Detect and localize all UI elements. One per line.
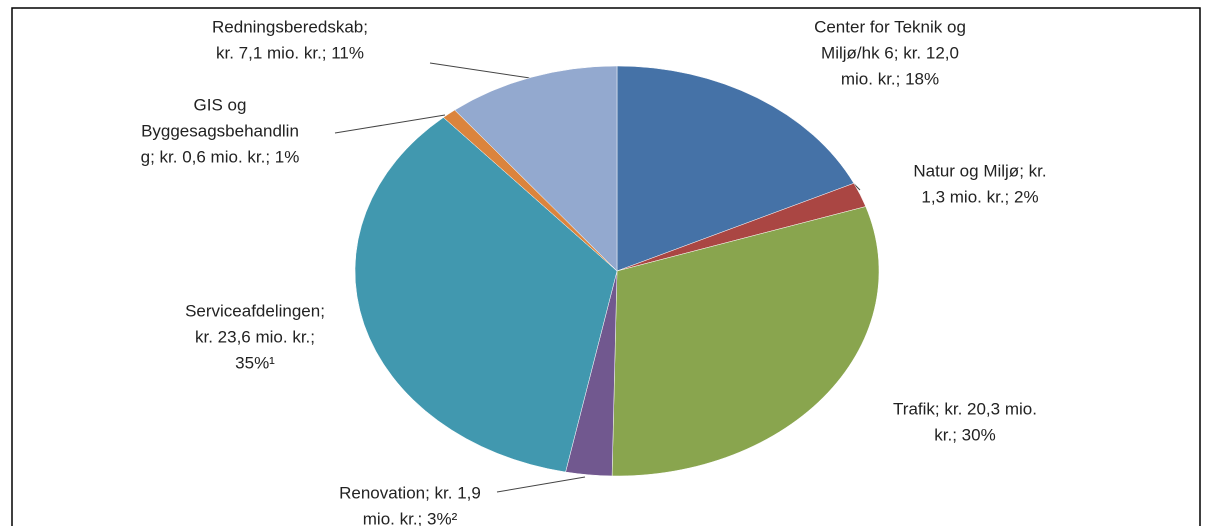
data-label: g; kr. 0,6 mio. kr.; 1% [141,147,300,166]
data-label: GIS og [194,95,247,114]
pie-slice [354,117,618,473]
data-label: 1,3 mio. kr.; 2% [921,187,1038,206]
pie-slice [454,65,618,272]
data-label: 35%¹ [235,353,275,372]
data-label: Center for Teknik og [814,17,966,36]
leader-line [496,476,586,493]
data-label: Serviceafdelingen; [185,301,325,320]
data-label: Trafik; kr. 20,3 mio. [893,399,1037,418]
data-label: kr. 23,6 mio. kr.; [195,327,315,346]
data-label: mio. kr.; 3%² [363,509,458,526]
pie-slice [611,206,880,477]
data-label: kr. 7,1 mio. kr.; 11% [216,43,364,62]
data-label: Redningsberedskab; [212,17,368,36]
pie-slice [616,65,855,272]
data-label: Natur og Miljø; kr. [913,161,1046,180]
data-label: mio. kr.; 18% [841,69,939,88]
data-label: kr.; 30% [934,425,995,444]
data-label: Renovation; kr. 1,9 [339,483,481,502]
leader-line [429,62,531,79]
data-label: Byggesagsbehandlin [141,121,299,140]
leader-line [334,114,446,134]
data-label: Miljø/hk 6; kr. 12,0 [821,43,959,62]
